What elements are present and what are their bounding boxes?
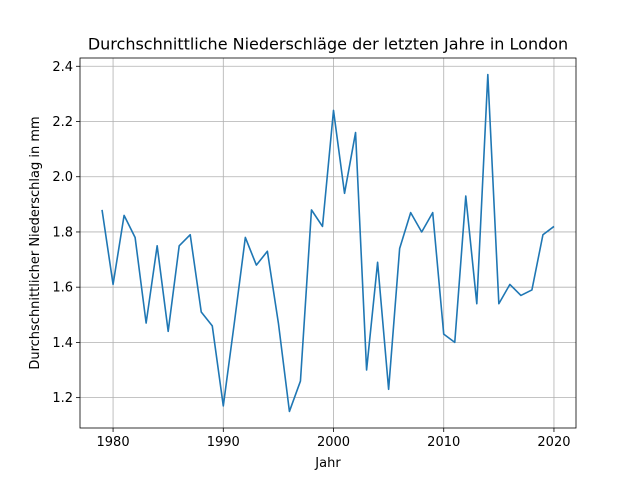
axis-ticks: 1980 1990 2000 2010 2020 1.2 1.4 1.6 1.8 2.0 2.2 2.…: [52, 60, 570, 450]
y-tick-label: 2.4: [52, 60, 73, 75]
x-tick-label: 2010: [427, 435, 460, 450]
plot-area: [101, 73, 555, 413]
y-tick-label: 1.4: [52, 336, 73, 351]
grid: [80, 58, 576, 428]
chart-title: Durchschnittliche Niederschläge der letz…: [88, 35, 568, 54]
y-axis-label: Durchschnittlicher Niederschlag in mm: [28, 116, 43, 369]
series-line: [101, 73, 555, 413]
axes-frame: [79, 57, 577, 429]
y-tick-label: 2.2: [52, 115, 73, 130]
y-tick-label: 1.8: [52, 225, 73, 240]
x-axis-label: Jahr: [314, 456, 341, 471]
x-tick-label: 1980: [97, 435, 130, 450]
y-tick-label: 2.0: [52, 170, 73, 185]
y-tick-label: 1.6: [52, 281, 73, 296]
x-tick-label: 2000: [317, 435, 350, 450]
y-tick-label: 1.2: [52, 391, 73, 406]
x-tick-label: 1990: [207, 435, 240, 450]
x-tick-label: 2020: [537, 435, 570, 450]
